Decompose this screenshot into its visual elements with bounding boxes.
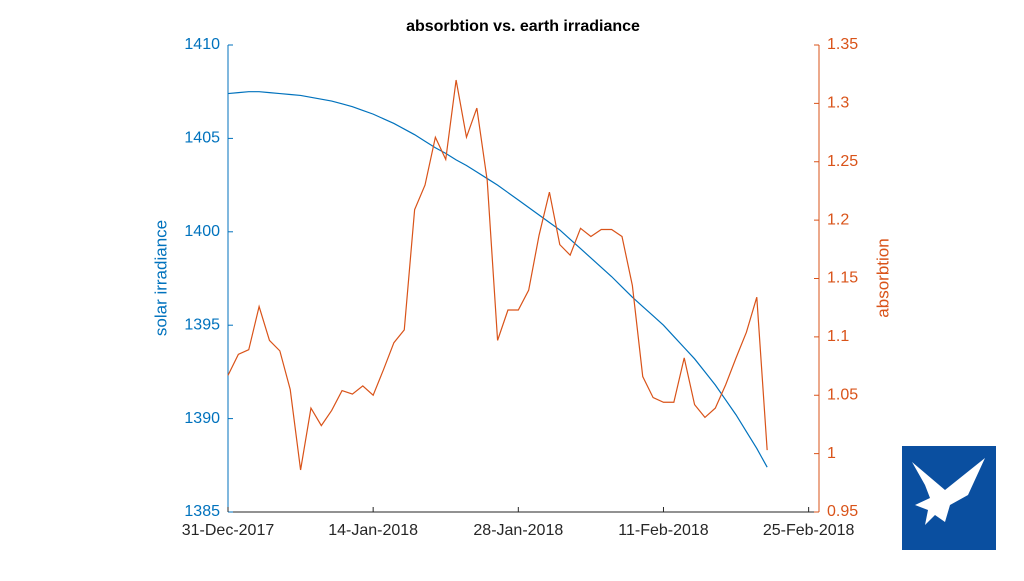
line-series	[227, 91, 768, 468]
logo	[902, 446, 996, 550]
line-series	[227, 79, 768, 471]
y2-tick-label: 1.05	[827, 386, 858, 403]
y-tick-label: 1395	[184, 316, 220, 333]
y2-tick-label: 0.95	[827, 503, 858, 520]
y-tick-label: 1410	[184, 36, 220, 53]
y-axis-label: solar irradiance	[151, 220, 170, 336]
y2-tick-label: 1.25	[827, 153, 858, 170]
x-tick-label: 25-Feb-2018	[763, 522, 855, 539]
y2-tick-label: 1.35	[827, 36, 858, 53]
y-tick-label: 1385	[184, 503, 220, 520]
chart-title: absorbtion vs. earth irradiance	[406, 18, 640, 35]
y2-tick-label: 1.2	[827, 211, 849, 228]
x-tick-label: 28-Jan-2018	[473, 522, 563, 539]
y2-tick-label: 1.1	[827, 328, 849, 345]
x-tick-label: 11-Feb-2018	[618, 522, 709, 539]
y2-tick-label: 1.3	[827, 95, 849, 112]
logo-eagle	[912, 458, 985, 525]
y2-tick-label: 1.15	[827, 270, 858, 287]
y-tick-label: 1405	[184, 130, 220, 147]
y2-axis-label: absorbtion	[873, 238, 892, 317]
y-tick-label: 1400	[184, 223, 220, 240]
y2-tick-label: 1	[827, 445, 836, 462]
x-tick-label: 14-Jan-2018	[328, 522, 418, 539]
x-tick-label: 31-Dec-2017	[182, 522, 275, 539]
y-tick-label: 1390	[184, 410, 220, 427]
